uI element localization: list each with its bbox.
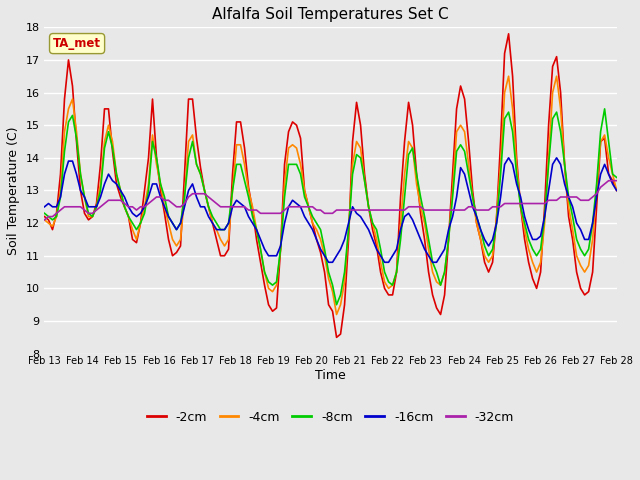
Y-axis label: Soil Temperature (C): Soil Temperature (C) xyxy=(7,126,20,255)
Text: TA_met: TA_met xyxy=(53,37,101,50)
Title: Alfalfa Soil Temperatures Set C: Alfalfa Soil Temperatures Set C xyxy=(212,7,449,22)
X-axis label: Time: Time xyxy=(315,369,346,382)
Legend: -2cm, -4cm, -8cm, -16cm, -32cm: -2cm, -4cm, -8cm, -16cm, -32cm xyxy=(142,406,519,429)
